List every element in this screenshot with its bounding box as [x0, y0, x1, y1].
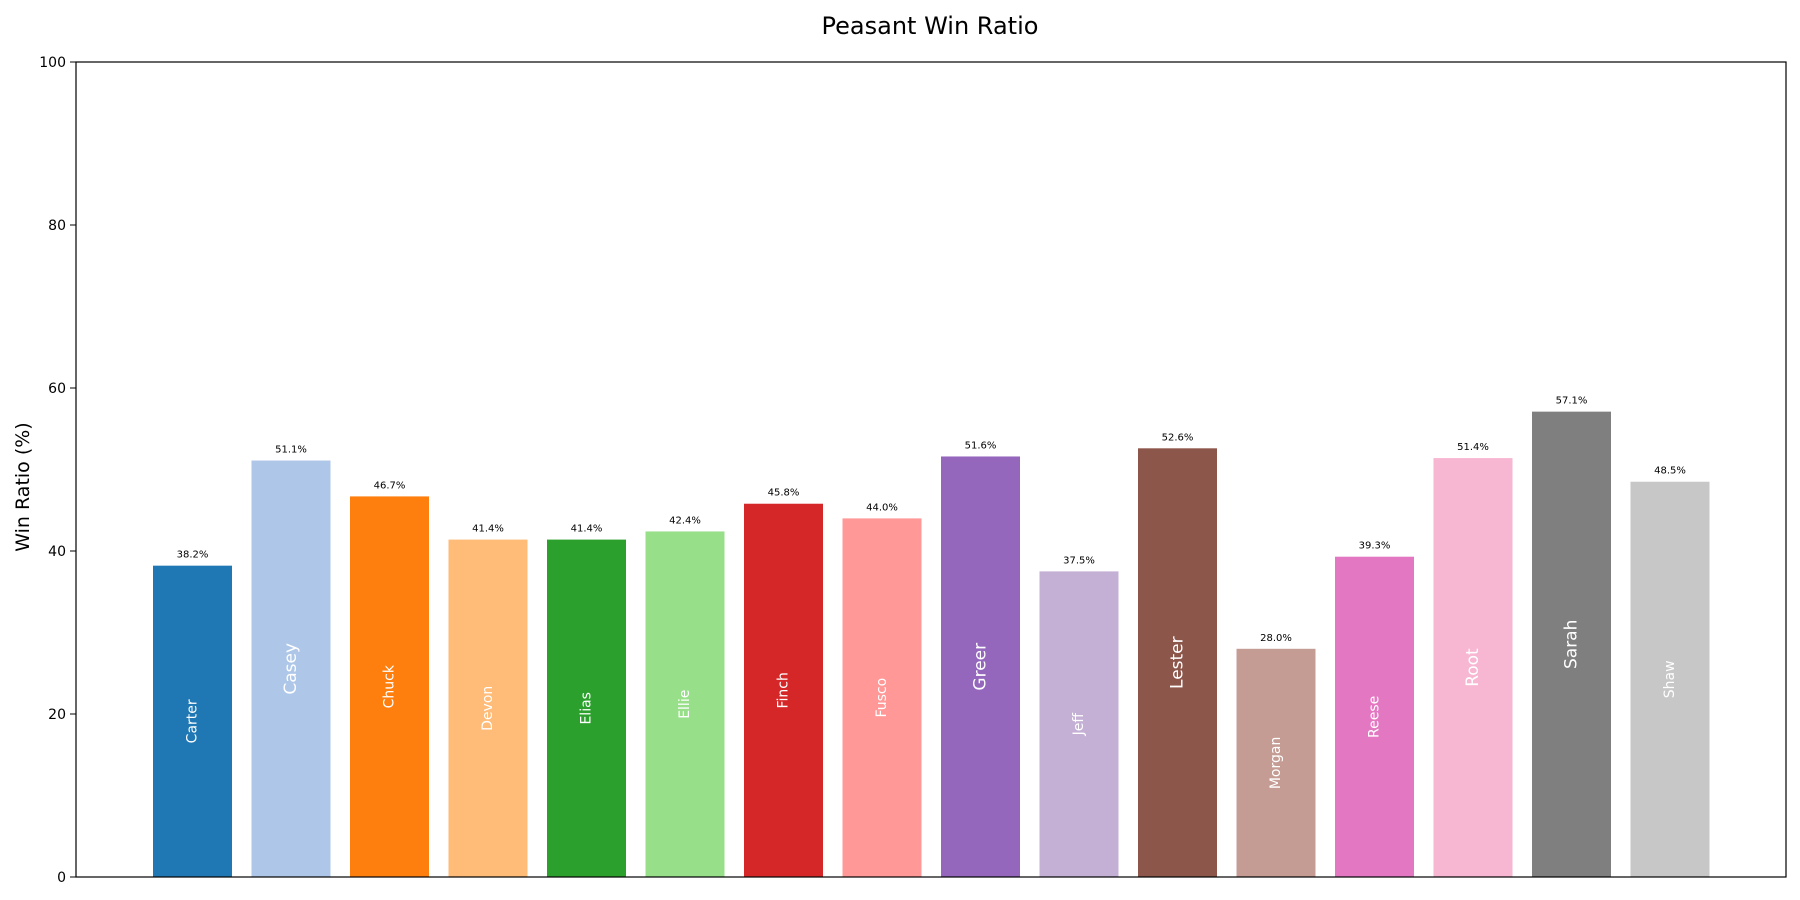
- bar-ellie: [645, 531, 725, 877]
- y-tick-label: 60: [48, 381, 66, 397]
- y-tick-label: 20: [48, 707, 66, 723]
- value-label: 51.1%: [275, 445, 307, 456]
- plot-frame: [75, 61, 1787, 878]
- bar-casey: [251, 460, 331, 877]
- value-label: 41.4%: [571, 524, 603, 535]
- value-label: 44.0%: [866, 502, 898, 513]
- value-label: 52.6%: [1162, 432, 1194, 443]
- value-label: 41.4%: [472, 524, 504, 535]
- bar-chuck: [350, 496, 429, 877]
- bar-category-label: Fusco: [874, 678, 890, 718]
- value-label: 39.3%: [1359, 541, 1391, 552]
- value-label: 48.5%: [1654, 466, 1686, 477]
- value-label: 45.8%: [768, 488, 800, 499]
- value-label: 38.2%: [177, 550, 209, 561]
- bar-category-label: Morgan: [1268, 737, 1284, 790]
- bar-category-label: Root: [1463, 648, 1483, 687]
- bar-category-label: Carter: [185, 699, 201, 743]
- bar-category-label: Greer: [971, 643, 991, 691]
- value-label: 28.0%: [1260, 633, 1292, 644]
- bar-category-label: Shaw: [1662, 660, 1678, 698]
- y-tick-label: 80: [48, 218, 66, 234]
- bar-category-label: Lester: [1168, 636, 1188, 689]
- value-label: 37.5%: [1063, 555, 1095, 566]
- bar-category-label: Jeff: [1071, 713, 1087, 737]
- y-tick-label: 0: [57, 870, 66, 886]
- bar-devon: [448, 539, 528, 877]
- bar-shaw: [1630, 481, 1710, 877]
- bar-morgan: [1236, 648, 1316, 877]
- bar-greer: [941, 456, 1020, 877]
- bar-reese: [1335, 556, 1414, 877]
- bar-category-label: Sarah: [1562, 620, 1582, 669]
- bar-carter: [153, 565, 232, 877]
- bar-elias: [547, 539, 626, 877]
- bar-category-label: Elias: [579, 692, 595, 725]
- bar-jeff: [1039, 571, 1119, 877]
- value-label: 51.4%: [1457, 442, 1489, 453]
- bar-category-label: Casey: [281, 643, 301, 695]
- value-label: 46.7%: [374, 480, 406, 491]
- bar-fusco: [842, 518, 922, 877]
- chart-title: Peasant Win Ratio: [822, 12, 1039, 40]
- value-label: 57.1%: [1556, 396, 1588, 407]
- bar-sarah: [1532, 411, 1611, 877]
- bar-root: [1433, 458, 1513, 877]
- value-label: 51.6%: [965, 440, 997, 451]
- value-label: 42.4%: [669, 515, 701, 526]
- y-axis-label: Win Ratio (%): [12, 422, 34, 551]
- plot-area: 0 20 40 60 80 100 38.2% Carter 51.1% Casey 46.7% Ch…: [39, 55, 1710, 886]
- bar-lester: [1138, 448, 1217, 877]
- y-tick-label: 40: [48, 544, 66, 560]
- bar-category-label: Finch: [776, 672, 792, 708]
- bar-category-label: Chuck: [382, 664, 398, 708]
- bar-finch: [744, 503, 823, 877]
- y-tick-label: 100: [39, 55, 66, 71]
- bar-category-label: Devon: [480, 686, 496, 731]
- bar-category-label: Ellie: [677, 690, 693, 719]
- bar-category-label: Reese: [1367, 696, 1383, 738]
